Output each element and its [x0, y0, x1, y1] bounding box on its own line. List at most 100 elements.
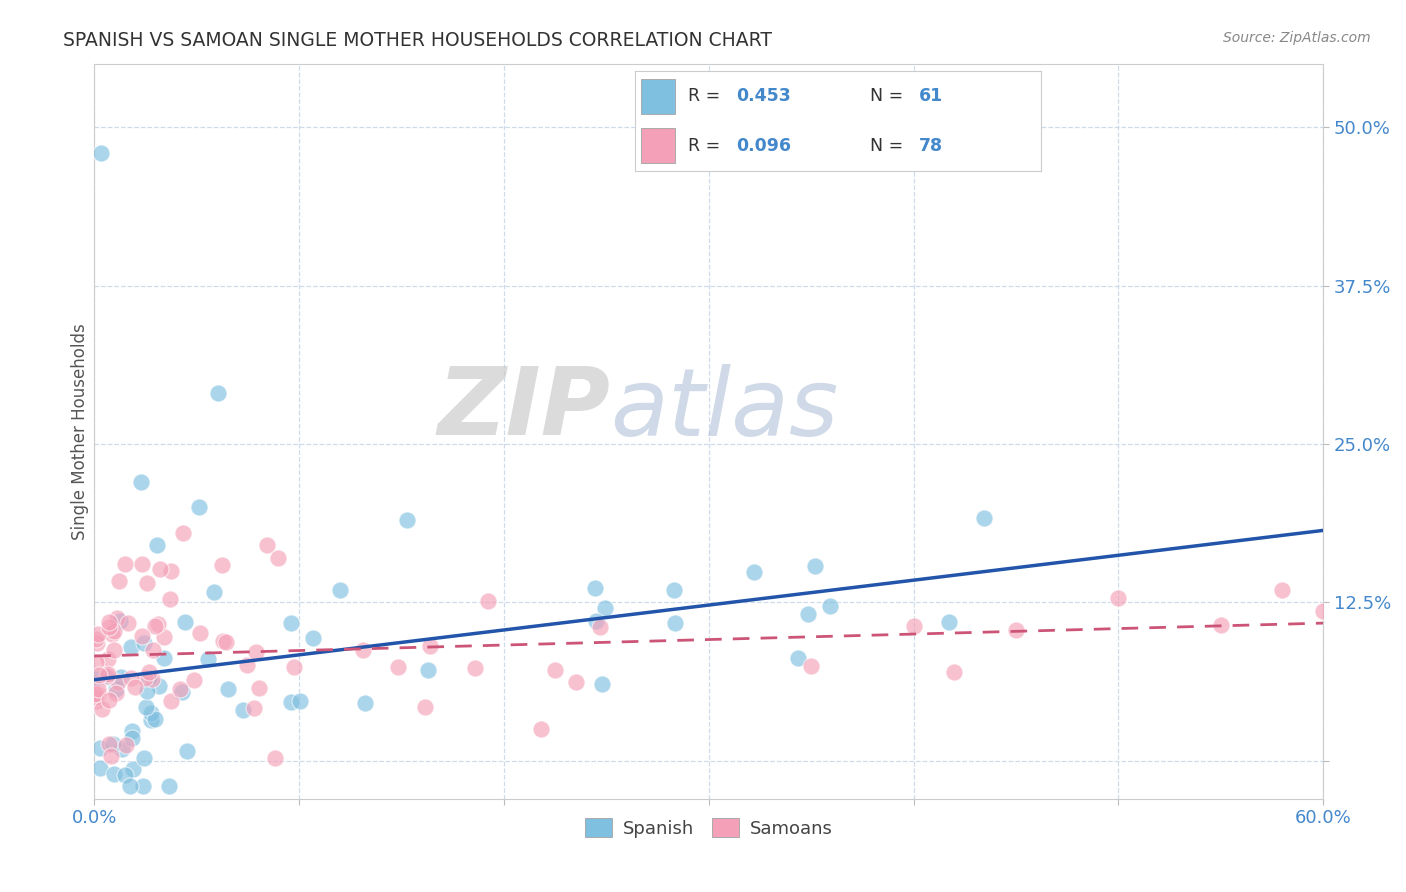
- Point: [302, 631, 325, 645]
- Point: [84, 693, 107, 707]
- Point: [589, 620, 612, 634]
- Point: [111, 741, 134, 756]
- Point: [235, 657, 257, 672]
- Point: [565, 674, 588, 689]
- Point: [86, 687, 108, 701]
- Point: [107, 574, 129, 589]
- Point: [664, 615, 686, 630]
- Point: [122, 762, 145, 776]
- Point: [98, 738, 121, 752]
- Point: [132, 779, 155, 793]
- Point: [544, 663, 567, 677]
- Point: [117, 615, 139, 630]
- Point: [159, 591, 181, 606]
- Point: [354, 696, 377, 710]
- Point: [146, 539, 169, 553]
- Point: [1209, 618, 1232, 632]
- Point: [97, 667, 120, 681]
- Point: [84, 671, 107, 685]
- Point: [97, 652, 120, 666]
- Point: [101, 627, 124, 641]
- Point: [938, 615, 960, 629]
- Point: [173, 615, 195, 629]
- Text: ZIP: ZIP: [437, 363, 610, 456]
- Point: [98, 615, 121, 630]
- Point: [352, 643, 374, 657]
- Point: [104, 681, 127, 696]
- Point: [172, 525, 194, 540]
- Point: [188, 625, 211, 640]
- Point: [593, 600, 616, 615]
- Point: [135, 700, 157, 714]
- Point: [288, 694, 311, 708]
- Point: [280, 695, 302, 709]
- Point: [591, 677, 613, 691]
- Point: [84, 655, 107, 669]
- Point: [413, 699, 436, 714]
- Point: [108, 614, 131, 628]
- Point: [585, 615, 607, 629]
- Point: [87, 681, 110, 696]
- Point: [103, 766, 125, 780]
- Point: [121, 731, 143, 745]
- Point: [188, 500, 211, 515]
- Point: [803, 559, 825, 574]
- Point: [143, 712, 166, 726]
- Point: [120, 640, 142, 655]
- Point: [120, 671, 142, 685]
- Point: [131, 558, 153, 572]
- Point: [256, 539, 278, 553]
- Point: [136, 683, 159, 698]
- Point: [100, 749, 122, 764]
- Point: [395, 513, 418, 527]
- Point: [134, 636, 156, 650]
- Point: [139, 714, 162, 728]
- Point: [105, 685, 128, 699]
- Point: [160, 694, 183, 708]
- Point: [387, 660, 409, 674]
- Point: [86, 636, 108, 650]
- Point: [232, 703, 254, 717]
- Point: [153, 630, 176, 644]
- Point: [943, 665, 966, 679]
- Point: [197, 651, 219, 665]
- Point: [131, 629, 153, 643]
- Point: [329, 582, 352, 597]
- Point: [132, 750, 155, 764]
- Point: [283, 660, 305, 674]
- Point: [157, 779, 180, 793]
- Point: [114, 768, 136, 782]
- Point: [103, 642, 125, 657]
- Point: [973, 510, 995, 524]
- Point: [820, 599, 842, 614]
- Point: [419, 639, 441, 653]
- Point: [84, 686, 107, 700]
- Point: [118, 779, 141, 793]
- Point: [107, 675, 129, 690]
- Y-axis label: Single Mother Households: Single Mother Households: [72, 323, 89, 540]
- Point: [215, 635, 238, 649]
- Point: [169, 682, 191, 697]
- Point: [418, 663, 440, 677]
- Text: atlas: atlas: [610, 364, 838, 455]
- Point: [84, 690, 107, 705]
- Point: [138, 665, 160, 679]
- Point: [114, 738, 136, 752]
- Point: [87, 627, 110, 641]
- Point: [1107, 591, 1129, 605]
- Point: [142, 642, 165, 657]
- Point: [84, 632, 107, 647]
- Point: [662, 583, 685, 598]
- Point: [149, 561, 172, 575]
- Point: [170, 685, 193, 699]
- Point: [211, 633, 233, 648]
- Point: [143, 619, 166, 633]
- Point: [152, 650, 174, 665]
- Point: [176, 744, 198, 758]
- Point: [139, 706, 162, 721]
- Point: [97, 620, 120, 634]
- Point: [903, 619, 925, 633]
- Point: [134, 671, 156, 685]
- Point: [110, 670, 132, 684]
- Point: [245, 645, 267, 659]
